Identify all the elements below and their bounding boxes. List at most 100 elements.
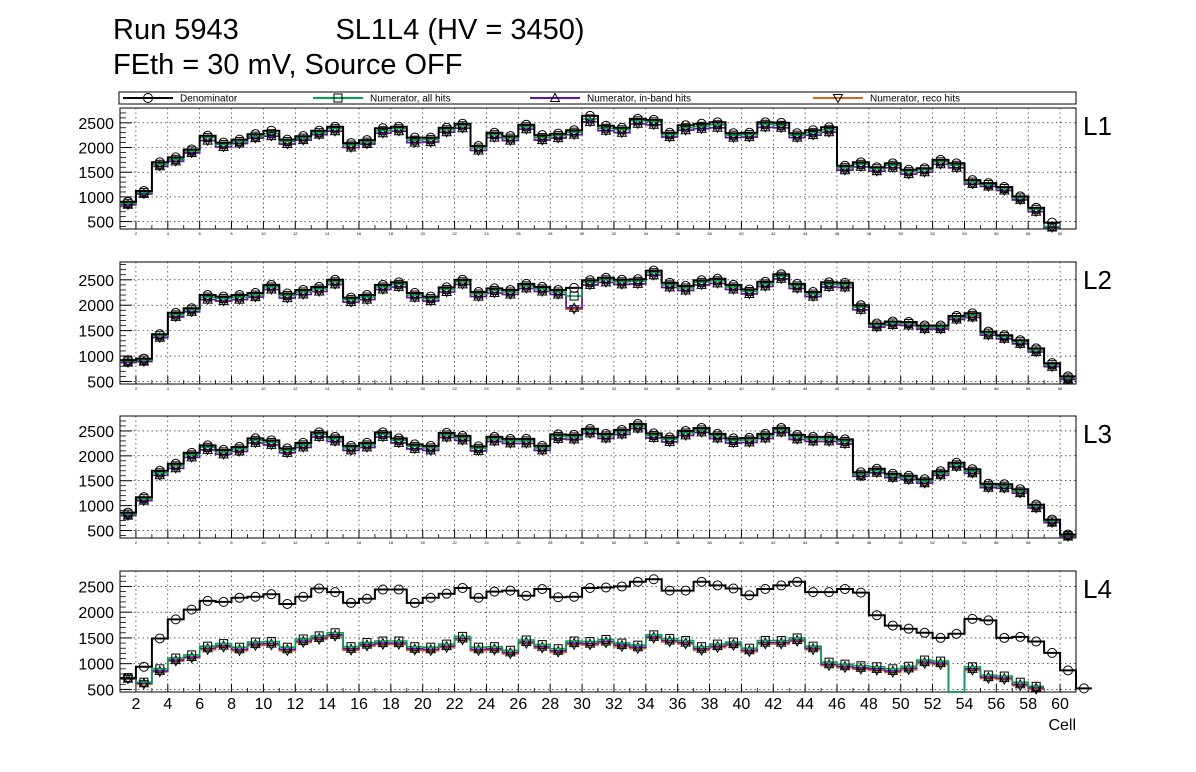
data-point-L3-0-1 xyxy=(138,492,149,503)
x-tick-label: 16 xyxy=(357,540,362,545)
data-point-L3-2-58 xyxy=(1046,517,1058,527)
x-tick-label: 42 xyxy=(771,231,776,236)
x-tick-label: 24 xyxy=(484,540,489,545)
data-point-L2-0-24 xyxy=(505,284,516,295)
x-tick-label: 8 xyxy=(230,231,233,236)
data-point-L3-0-4 xyxy=(186,447,197,458)
data-point-L4-0-7 xyxy=(234,592,245,603)
data-point-L2-0-55 xyxy=(999,330,1010,341)
data-point-L4-2-55 xyxy=(998,672,1010,683)
y-tick-label: 1500 xyxy=(78,631,114,648)
data-point-L4-0-42 xyxy=(792,576,803,587)
data-point-L1-0-45 xyxy=(839,160,850,171)
series-line-L4-1 xyxy=(120,632,1045,693)
x-tick-label: 18 xyxy=(389,540,394,545)
x-tick-label: 8 xyxy=(230,540,233,545)
data-point-L3-2-49 xyxy=(903,474,915,484)
data-point-L4-1-22 xyxy=(474,642,483,652)
data-point-L2-0-42 xyxy=(792,278,803,289)
x-tick-label: 54 xyxy=(956,696,974,713)
data-point-L1-0-25 xyxy=(521,119,532,130)
data-point-L4-2-40 xyxy=(759,637,771,647)
x-tick-label: 44 xyxy=(803,540,808,545)
data-point-L4-0-39 xyxy=(744,590,755,601)
data-point-L4-2-33 xyxy=(648,631,660,641)
data-point-L4-2-47 xyxy=(871,663,883,673)
data-point-L1-2-8 xyxy=(250,132,261,143)
x-tick-label: 22 xyxy=(452,231,457,236)
data-point-L1-2-7 xyxy=(234,138,245,148)
data-point-L2-0-2 xyxy=(154,329,165,340)
data-point-L3-0-20 xyxy=(441,427,452,438)
data-point-L3-0-7 xyxy=(234,441,245,452)
data-point-L4-2-11 xyxy=(297,635,309,646)
data-point-L3-0-34 xyxy=(664,432,675,443)
data-point-L4-0-53 xyxy=(967,613,978,624)
data-point-L3-2-1 xyxy=(138,495,150,505)
data-point-L4-1-20 xyxy=(442,639,452,649)
data-point-L1-0-58 xyxy=(1047,217,1058,228)
data-point-L1-0-33 xyxy=(648,114,659,125)
data-point-L3-0-6 xyxy=(218,444,229,455)
series-line-L3-0 xyxy=(120,423,1076,536)
x-tick-label: 12 xyxy=(293,540,298,545)
data-point-L4-0-18 xyxy=(409,597,420,608)
x-axis-label: Cell xyxy=(1048,717,1076,734)
x-tick-label: 58 xyxy=(1026,386,1031,391)
data-point-L4-1-14 xyxy=(346,642,356,652)
data-point-L4-1-6 xyxy=(219,639,229,649)
data-point-L2-0-34 xyxy=(664,277,675,288)
x-tick-label: 14 xyxy=(325,540,330,545)
data-point-L1-0-10 xyxy=(282,134,293,145)
data-point-L4-1-33 xyxy=(649,630,659,640)
data-point-L4-0-30 xyxy=(600,582,611,593)
data-point-L4-0-21 xyxy=(457,582,468,593)
data-point-L2-0-56 xyxy=(1015,335,1026,346)
data-point-L3-0-30 xyxy=(600,428,611,439)
x-tick-label: 28 xyxy=(541,696,559,713)
data-point-L3-0-31 xyxy=(616,424,627,435)
x-tick-label: 4 xyxy=(167,386,170,391)
data-point-L4-0-50 xyxy=(919,627,930,638)
data-point-L4-1-9 xyxy=(266,637,276,647)
data-point-L4-0-46 xyxy=(855,587,866,598)
data-point-L2-0-47 xyxy=(871,318,882,329)
x-tick-label: 44 xyxy=(803,386,808,391)
x-tick-label: 26 xyxy=(509,696,527,713)
data-point-L1-2-37 xyxy=(712,122,723,132)
x-tick-label: 6 xyxy=(199,231,202,236)
data-point-L3-2-46 xyxy=(855,470,867,481)
x-tick-label: 40 xyxy=(733,696,751,713)
data-point-L1-2-11 xyxy=(297,134,309,145)
data-point-L4-0-43 xyxy=(808,587,819,598)
data-point-L4-0-52 xyxy=(951,628,962,639)
x-tick-label: 38 xyxy=(707,386,712,391)
data-point-L1-2-55 xyxy=(998,184,1010,195)
data-point-L4-2-12 xyxy=(313,632,325,642)
data-point-L1-0-34 xyxy=(664,127,675,138)
legend-label-3: Numerator, reco hits xyxy=(870,94,960,105)
x-tick-label: 22 xyxy=(452,386,457,391)
x-tick-label: 52 xyxy=(930,386,935,391)
data-point-L2-0-52 xyxy=(951,310,962,321)
data-point-L4-0-8 xyxy=(250,591,261,602)
data-point-L2-0-27 xyxy=(553,284,564,295)
data-point-L4-1-2 xyxy=(155,664,165,674)
x-tick-label: 20 xyxy=(421,540,426,545)
y-tick-label: 2500 xyxy=(78,424,114,441)
x-tick-label: 12 xyxy=(293,386,298,391)
data-point-L4-2-16 xyxy=(377,637,389,648)
data-point-L4-0-49 xyxy=(903,623,914,634)
x-tick-label: 10 xyxy=(261,386,266,391)
x-tick-label: 54 xyxy=(962,231,967,236)
x-tick-label: 48 xyxy=(867,540,872,545)
panel-label-L1: L1 xyxy=(1083,111,1112,141)
x-tick-label: 18 xyxy=(389,231,394,236)
x-tick-label: 38 xyxy=(707,231,712,236)
y-tick-label: 1500 xyxy=(78,324,114,341)
legend: Denominator Numerator, all hits Numerator,… xyxy=(118,91,1077,105)
x-tick-label: 20 xyxy=(414,696,432,713)
data-point-L4-1-35 xyxy=(681,636,691,646)
x-tick-label: 34 xyxy=(637,696,655,713)
data-point-L2-0-8 xyxy=(250,288,261,299)
